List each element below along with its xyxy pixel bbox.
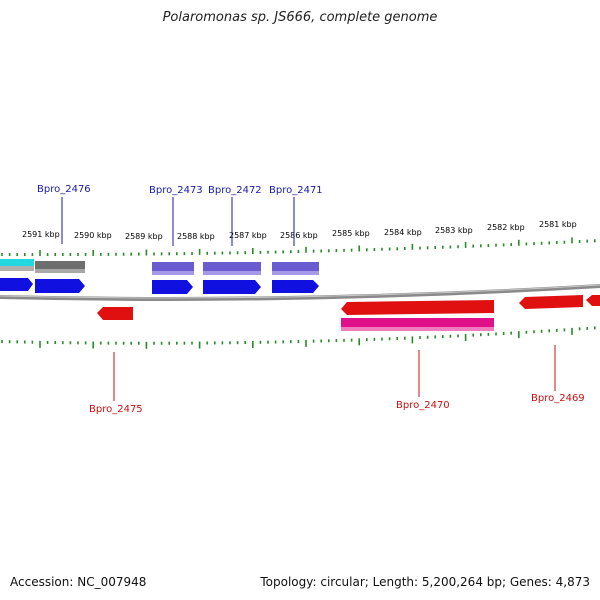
scale-label: 2591 kbp	[22, 230, 60, 239]
genome-backbone	[0, 284, 600, 301]
forward-cds-arrow	[0, 278, 33, 291]
accession-text: Accession: NC_007948	[10, 575, 147, 589]
gene-label: Bpro_2470	[396, 400, 450, 411]
scale-label: 2588 kbp	[177, 232, 215, 241]
outer-scale-ticks	[1, 237, 596, 257]
map-title: Polaromonas sp. JS666, complete genome	[162, 10, 438, 25]
reverse-cds-arrow	[341, 300, 494, 315]
reverse-cds-arrow	[97, 307, 133, 320]
reverse-cds-arrow	[519, 295, 583, 309]
gene-label: Bpro_2471	[269, 185, 323, 196]
forward-cds-row	[0, 278, 319, 294]
gene-label: Bpro_2473	[149, 185, 203, 196]
genome-summary-text: Topology: circular; Length: 5,200,264 bp…	[260, 575, 590, 589]
scale-label: 2584 kbp	[384, 228, 422, 237]
scale-label: 2585 kbp	[332, 229, 370, 238]
gene-label: Bpro_2475	[89, 404, 143, 415]
scale-label: 2590 kbp	[74, 231, 112, 240]
scale-label: 2586 kbp	[280, 231, 318, 240]
scale-label: 2581 kbp	[539, 220, 577, 229]
forward-cds-arrow	[152, 280, 193, 294]
inner-scale-ticks	[1, 326, 596, 349]
reverse-cds-row	[97, 295, 600, 320]
forward-cds-arrow	[35, 279, 85, 293]
gene-label: Bpro_2476	[37, 184, 91, 195]
scale-label: 2582 kbp	[487, 223, 525, 232]
gene-label: Bpro_2469	[531, 393, 585, 404]
scale-label: 2587 kbp	[229, 231, 267, 240]
scale-label: 2589 kbp	[125, 232, 163, 241]
forward-cds-arrow	[203, 280, 261, 294]
forward-feature-row	[0, 259, 319, 275]
scale-label: 2583 kbp	[435, 226, 473, 235]
gene-label: Bpro_2472	[208, 185, 262, 196]
forward-cds-arrow	[272, 280, 319, 293]
reverse-cds-arrow	[586, 295, 600, 306]
